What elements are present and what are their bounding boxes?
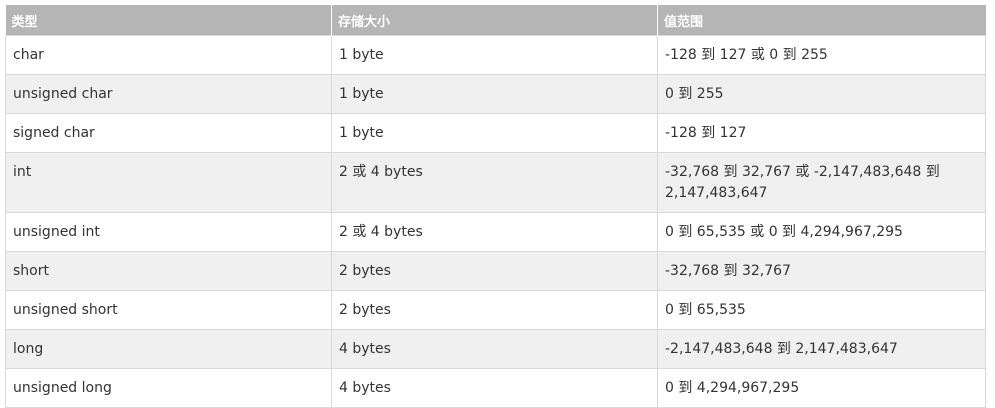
table-row: char 1 byte -128 到 127 或 0 到 255 bbox=[5, 35, 986, 75]
data-type-table: 类型 存储大小 值范围 char 1 byte -128 到 127 或 0 到… bbox=[5, 5, 986, 408]
table-body: char 1 byte -128 到 127 或 0 到 255 unsigne… bbox=[5, 35, 986, 408]
table-row: unsigned int 2 或 4 bytes 0 到 65,535 或 0 … bbox=[5, 212, 986, 252]
header-value-range: 值范围 bbox=[657, 5, 986, 36]
cell-type: unsigned int bbox=[5, 212, 332, 252]
cell-type: signed char bbox=[5, 113, 332, 153]
header-storage-size: 存储大小 bbox=[331, 5, 658, 36]
cell-storage-size: 2 bytes bbox=[331, 251, 658, 291]
table-row: int 2 或 4 bytes -32,768 到 32,767 或 -2,14… bbox=[5, 152, 986, 213]
cell-storage-size: 1 byte bbox=[331, 35, 658, 75]
table-row: unsigned short 2 bytes 0 到 65,535 bbox=[5, 290, 986, 330]
cell-value-range: -128 到 127 bbox=[657, 113, 986, 153]
table-row: unsigned long 4 bytes 0 到 4,294,967,295 bbox=[5, 368, 986, 408]
cell-type: short bbox=[5, 251, 332, 291]
cell-storage-size: 2 或 4 bytes bbox=[331, 152, 658, 213]
cell-type: unsigned long bbox=[5, 368, 332, 408]
cell-value-range: -2,147,483,648 到 2,147,483,647 bbox=[657, 329, 986, 369]
cell-value-range: -128 到 127 或 0 到 255 bbox=[657, 35, 986, 75]
data-type-table-container: 类型 存储大小 值范围 char 1 byte -128 到 127 或 0 到… bbox=[5, 5, 986, 408]
cell-storage-size: 2 bytes bbox=[331, 290, 658, 330]
cell-type: unsigned short bbox=[5, 290, 332, 330]
cell-type: unsigned char bbox=[5, 74, 332, 114]
cell-type: char bbox=[5, 35, 332, 75]
cell-value-range: 0 到 65,535 bbox=[657, 290, 986, 330]
table-row: signed char 1 byte -128 到 127 bbox=[5, 113, 986, 153]
table-row: unsigned char 1 byte 0 到 255 bbox=[5, 74, 986, 114]
cell-type: long bbox=[5, 329, 332, 369]
cell-value-range: 0 到 65,535 或 0 到 4,294,967,295 bbox=[657, 212, 986, 252]
cell-storage-size: 4 bytes bbox=[331, 329, 658, 369]
cell-storage-size: 1 byte bbox=[331, 113, 658, 153]
cell-value-range: 0 到 4,294,967,295 bbox=[657, 368, 986, 408]
cell-value-range: -32,768 到 32,767 或 -2,147,483,648 到 2,14… bbox=[657, 152, 986, 213]
header-row: 类型 存储大小 值范围 bbox=[5, 5, 986, 36]
header-type: 类型 bbox=[5, 5, 332, 36]
cell-value-range: -32,768 到 32,767 bbox=[657, 251, 986, 291]
cell-storage-size: 2 或 4 bytes bbox=[331, 212, 658, 252]
table-row: short 2 bytes -32,768 到 32,767 bbox=[5, 251, 986, 291]
table-row: long 4 bytes -2,147,483,648 到 2,147,483,… bbox=[5, 329, 986, 369]
table-header: 类型 存储大小 值范围 bbox=[5, 5, 986, 36]
cell-storage-size: 1 byte bbox=[331, 74, 658, 114]
cell-type: int bbox=[5, 152, 332, 213]
cell-value-range: 0 到 255 bbox=[657, 74, 986, 114]
cell-storage-size: 4 bytes bbox=[331, 368, 658, 408]
